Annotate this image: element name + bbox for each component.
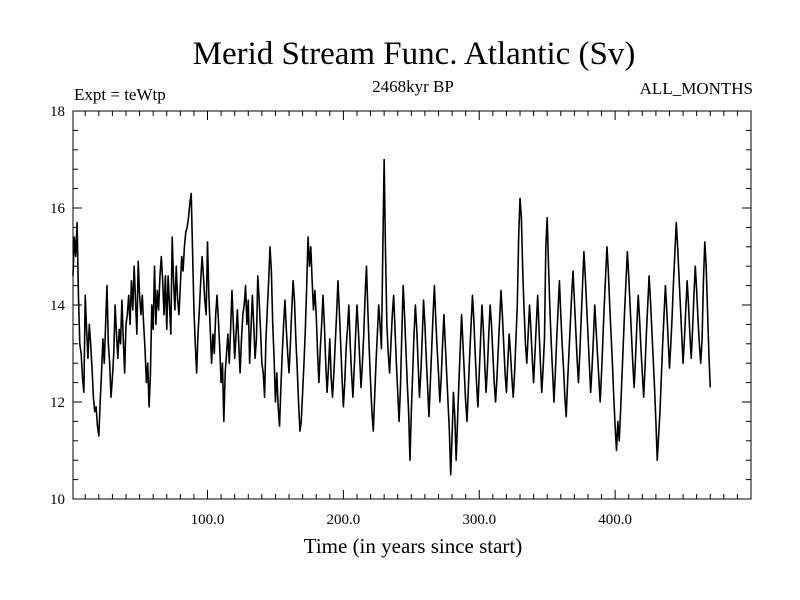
axis-tick-labels: 100.0 200.0 300.0 400.0 10 12 14 16 18 xyxy=(50,104,632,528)
x-tick-label: 400.0 xyxy=(598,512,632,528)
y-tick-label: 10 xyxy=(50,492,65,508)
y-tick-label: 14 xyxy=(50,298,66,314)
plot-frame xyxy=(72,110,752,500)
experiment-label: Expt = teWtp xyxy=(74,85,166,104)
y-tick-label: 16 xyxy=(50,201,66,217)
x-tick-label: 200.0 xyxy=(327,512,361,528)
period-label: 2468kyr BP xyxy=(372,77,454,96)
months-label: ALL_MONTHS xyxy=(640,79,753,98)
x-tick-label: 100.0 xyxy=(191,512,225,528)
chart-title: Merid Stream Func. Atlantic (Sv) xyxy=(193,36,636,72)
series-line xyxy=(72,158,712,476)
axis-ticks xyxy=(73,111,751,499)
x-axis-label: Time (in years since start) xyxy=(304,534,523,558)
y-tick-label: 12 xyxy=(50,395,65,411)
y-tick-label: 18 xyxy=(50,104,65,120)
x-tick-label: 300.0 xyxy=(462,512,496,528)
